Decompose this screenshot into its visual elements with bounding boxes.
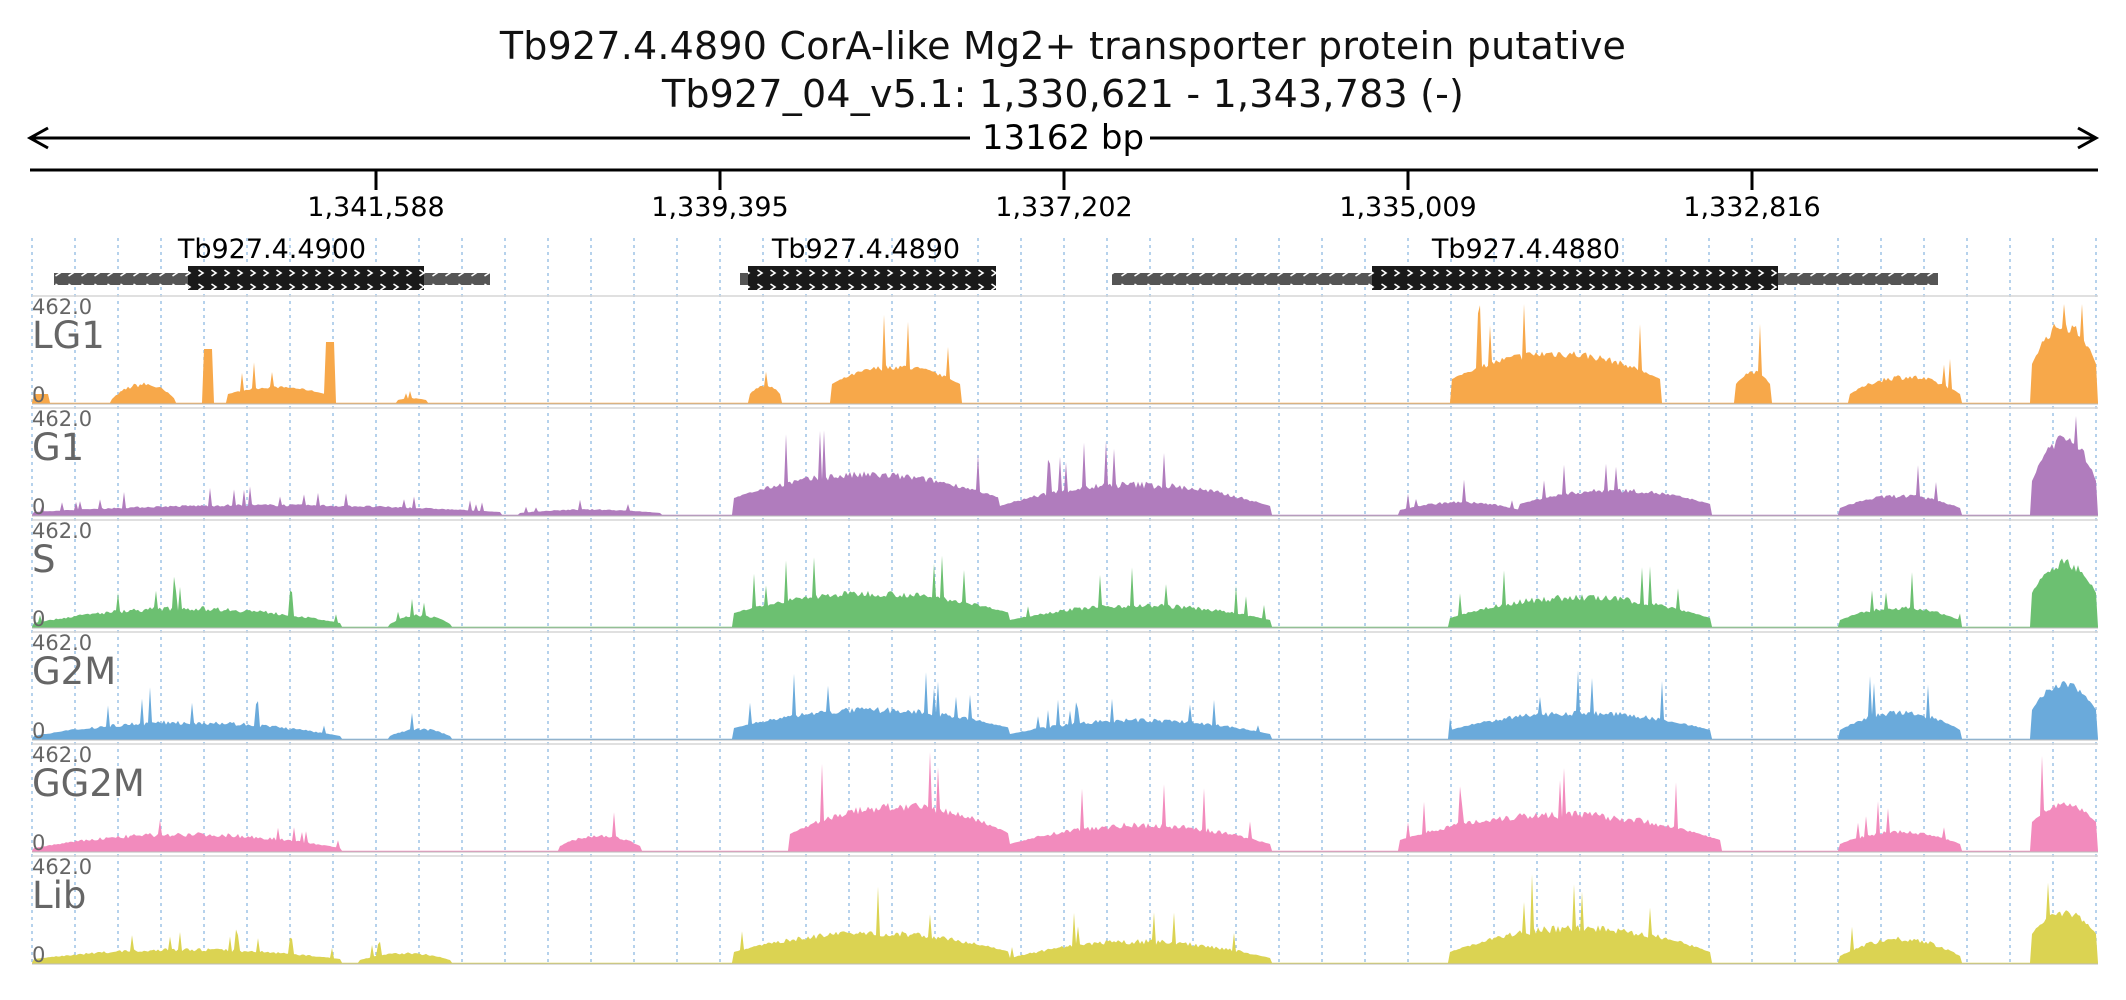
ruler-tick-3: 1,337,202 (995, 170, 1133, 223)
ruler-tick-5: 1,332,816 (1683, 170, 1821, 223)
track-name-label: LG1 (32, 314, 105, 357)
track-name-label: G2M (32, 650, 116, 693)
ruler-tick-2: 1,339,395 (651, 170, 789, 223)
track-min-label: 0 (32, 607, 45, 631)
gene-label: Tb927.4.4900 (177, 234, 366, 265)
track-min-label: 0 (32, 495, 45, 519)
coverage-area (32, 555, 2098, 628)
track-name-label: G1 (32, 426, 84, 469)
track-min-label: 0 (32, 943, 45, 967)
coverage-area (32, 416, 2098, 516)
region-subtitle: Tb927_04_v5.1: 1,330,621 - 1,343,783 (-) (661, 72, 1465, 116)
grid-lines (31, 238, 2097, 962)
coverage-area (32, 874, 2098, 964)
gene-label: Tb927.4.4890 (771, 234, 960, 265)
ruler-tick-1: 1,341,588 (307, 170, 445, 223)
track-min-label: 0 (32, 831, 45, 855)
track-g1[interactable]: 462.0G1 0 (32, 407, 2098, 519)
coverage-area (32, 670, 2098, 740)
track-s[interactable]: 462.0S 0 (32, 519, 2098, 631)
gene-Tb927.4.4900[interactable]: Tb927.4.4900 (54, 234, 490, 290)
ruler-tick-label: 1,337,202 (995, 192, 1132, 223)
ruler-tick-4: 1,335,009 (1339, 170, 1477, 223)
span-arrow: 13162 bp (26, 118, 2100, 158)
track-max-label: 462.0 (32, 519, 92, 543)
track-max-label: 462.0 (32, 407, 92, 431)
track-max-label: 462.0 (32, 631, 92, 655)
track-name-label: Lib (32, 874, 86, 917)
ruler-tick-label: 1,332,816 (1683, 192, 1820, 223)
gene-Tb927.4.4890[interactable]: Tb927.4.4890 (740, 234, 996, 290)
track-name-label: S (32, 538, 56, 581)
coverage-area (32, 304, 2098, 404)
ruler-tick-label: 1,341,588 (307, 192, 444, 223)
gene-label: Tb927.4.4880 (1431, 234, 1620, 265)
track-max-label: 462.0 (32, 855, 92, 879)
span-length-label: 13162 bp (982, 118, 1144, 158)
gene-title: Tb927.4.4890 CorA-like Mg2+ transporter … (499, 24, 1627, 68)
track-name-label: GG2M (32, 762, 145, 805)
track-min-label: 0 (32, 719, 45, 743)
track-max-label: 462.0 (32, 295, 92, 319)
track-max-label: 462.0 (32, 743, 92, 767)
coverage-area (32, 752, 2098, 852)
gene-Tb927.4.4880[interactable]: Tb927.4.4880 (1112, 234, 1938, 290)
ruler-tick-label: 1,335,009 (1339, 192, 1476, 223)
ruler-tick-label: 1,339,395 (651, 192, 788, 223)
gene-annotation-track[interactable]: Tb927.4.4900 Tb927.4.4890 Tb927.4.4880 (54, 234, 1938, 290)
coordinate-ruler: 1,341,588 1,339,395 1,337,202 1,335,009 … (30, 168, 2098, 223)
track-min-label: 0 (32, 383, 45, 407)
coverage-tracks: 462.0LG10462.0G10462.0S0462.0G2M0462.0GG… (32, 295, 2098, 967)
